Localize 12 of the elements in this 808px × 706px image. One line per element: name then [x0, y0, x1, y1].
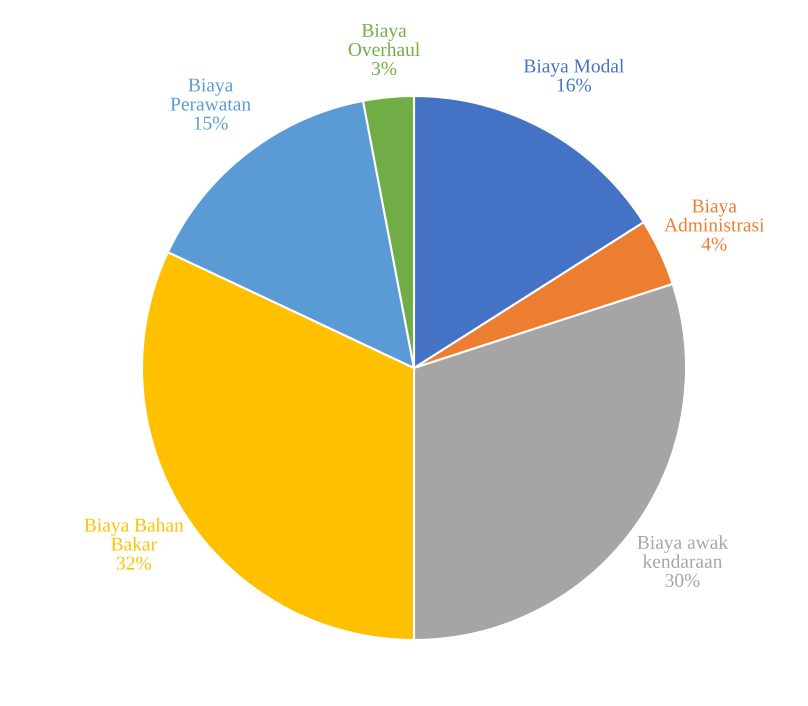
- data-label: 16%: [558, 78, 592, 92]
- slice-label: Biaya awak kendaraan: [637, 535, 728, 568]
- slice-label: Biaya Perawatan: [170, 78, 251, 111]
- slice-label: Biaya Overhaul: [348, 24, 420, 56]
- slice-label: Biaya Bahan Bakar: [84, 518, 184, 551]
- data-label: 32%: [116, 556, 151, 570]
- slice-label: Biaya Administrasi: [664, 199, 764, 232]
- data-label: 15%: [194, 116, 228, 130]
- data-label: 4%: [702, 237, 727, 251]
- data-label: 30%: [666, 574, 700, 587]
- slice-label: Biaya Modal: [524, 58, 624, 77]
- data-label: 3%: [372, 62, 396, 76]
